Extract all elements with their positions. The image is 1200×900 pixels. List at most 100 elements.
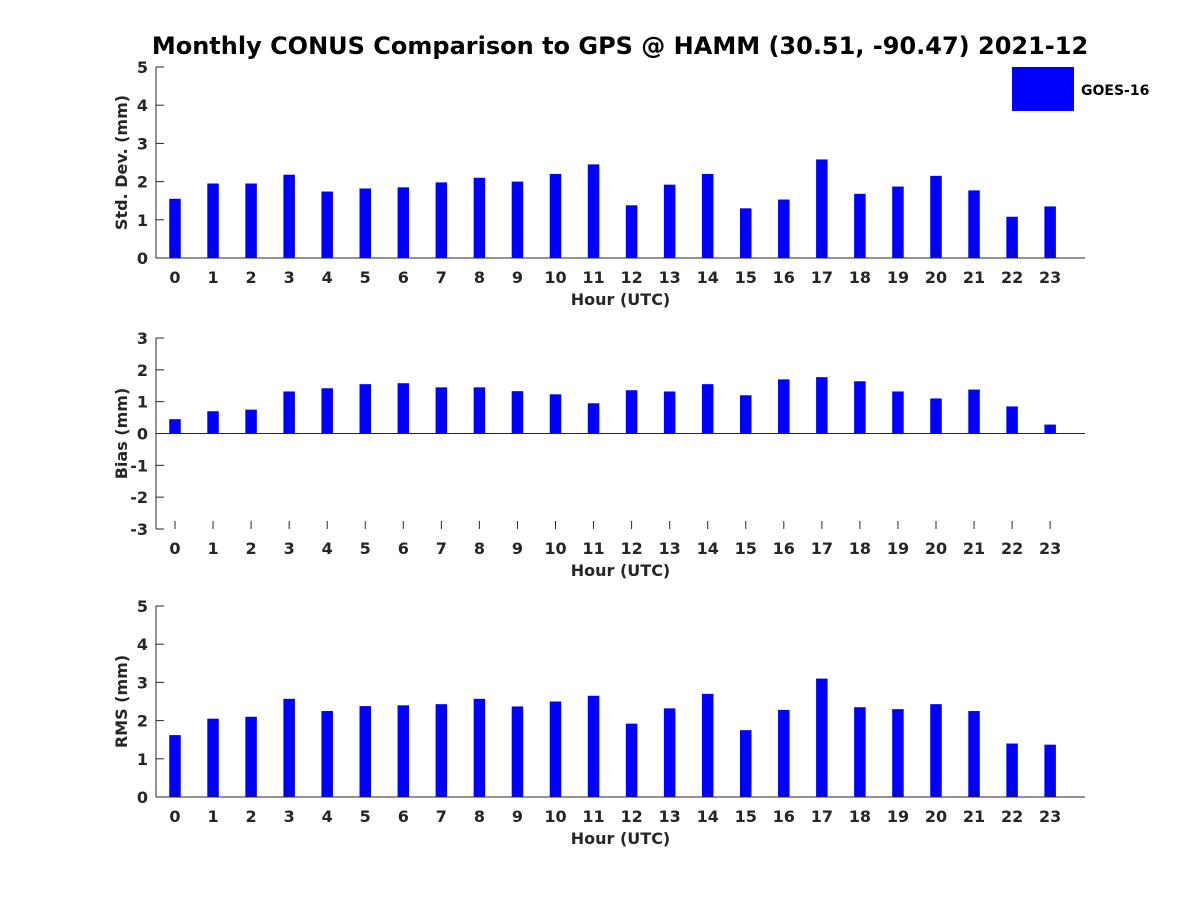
x-tick-label: 17 (811, 268, 833, 287)
bar-hour-6 (397, 187, 410, 258)
x-tick-label: 12 (620, 268, 642, 287)
bar-hour-2 (245, 183, 257, 258)
bar-hour-16 (778, 709, 790, 797)
bar-hour-22 (1006, 216, 1018, 258)
x-tick-label: 15 (735, 268, 757, 287)
bar-hour-4 (321, 388, 333, 434)
x-tick-label: 15 (735, 807, 757, 826)
bar-hour-15 (740, 208, 752, 258)
bar-hour-21 (968, 190, 980, 258)
x-tick-label: 21 (963, 539, 985, 558)
bar-hour-10 (549, 701, 562, 797)
bar-hour-19 (892, 391, 904, 434)
bar-hour-9 (511, 391, 524, 434)
x-tick-label: 23 (1039, 539, 1061, 558)
x-tick-label: 4 (322, 539, 333, 558)
x-tick-label: 0 (169, 539, 180, 558)
x-tick-label: 10 (544, 268, 566, 287)
bar-hour-6 (397, 383, 410, 434)
bar-hour-18 (854, 193, 866, 258)
bar-hour-11 (587, 403, 600, 434)
x-axis-label: Hour (UTC) (571, 561, 671, 580)
y-tick-label: 4 (137, 635, 148, 654)
bar-hour-7 (435, 182, 448, 258)
x-tick-label: 19 (887, 268, 909, 287)
x-tick-label: 2 (246, 268, 257, 287)
bar-hour-11 (587, 164, 600, 258)
x-tick-label: 2 (246, 539, 257, 558)
x-tick-label: 19 (887, 807, 909, 826)
bar-hour-8 (473, 177, 486, 258)
x-tick-label: 17 (811, 539, 833, 558)
y-tick-label: 2 (137, 712, 148, 731)
y-tick-label: 1 (137, 211, 148, 230)
bar-hour-15 (740, 395, 752, 434)
x-tick-label: 8 (474, 268, 485, 287)
bar-hour-17 (816, 678, 828, 797)
y-tick-label: 4 (137, 96, 148, 115)
bar-hour-17 (816, 159, 828, 258)
x-tick-label: 13 (659, 268, 681, 287)
bar-hour-13 (663, 184, 676, 258)
x-tick-label: 13 (659, 807, 681, 826)
bar-hour-12 (625, 205, 638, 258)
x-tick-label: 21 (963, 268, 985, 287)
bar-hour-6 (397, 705, 410, 797)
bar-hour-14 (701, 173, 714, 258)
x-tick-label: 16 (773, 539, 795, 558)
y-tick-label: 0 (137, 425, 148, 444)
bar-hour-21 (968, 711, 980, 797)
bar-hour-3 (283, 174, 295, 258)
x-tick-label: 22 (1001, 807, 1023, 826)
bar-hour-4 (321, 191, 333, 258)
bar-hour-17 (816, 377, 828, 434)
bar-hour-14 (701, 693, 714, 797)
bar-hour-20 (930, 175, 942, 258)
x-tick-label: 5 (360, 807, 371, 826)
bar-hour-9 (511, 181, 524, 258)
bar-hour-8 (473, 698, 486, 797)
bar-hour-10 (549, 173, 562, 258)
bar-hour-19 (892, 186, 904, 258)
x-tick-label: 10 (544, 807, 566, 826)
bar-hour-22 (1006, 406, 1018, 434)
bar-hour-3 (283, 698, 295, 797)
y-tick-label: 5 (137, 597, 148, 616)
x-tick-label: 18 (849, 268, 871, 287)
y-tick-label: 5 (137, 58, 148, 77)
x-tick-label: 9 (512, 539, 523, 558)
bar-hour-16 (778, 199, 790, 258)
x-tick-label: 7 (436, 539, 447, 558)
x-tick-label: 16 (773, 268, 795, 287)
x-tick-label: 23 (1039, 268, 1061, 287)
bar-hour-19 (892, 709, 904, 797)
x-tick-label: 6 (398, 268, 409, 287)
bar-hour-2 (245, 409, 257, 434)
x-tick-label: 15 (735, 539, 757, 558)
x-tick-label: 4 (322, 807, 333, 826)
bar-hour-13 (663, 708, 676, 797)
x-tick-label: 20 (925, 539, 947, 558)
x-tick-label: 3 (284, 539, 295, 558)
y-axis-label: RMS (mm) (112, 655, 131, 748)
bar-hour-3 (283, 391, 295, 434)
x-tick-label: 19 (887, 539, 909, 558)
x-tick-label: 12 (620, 539, 642, 558)
x-tick-label: 20 (925, 268, 947, 287)
x-tick-label: 1 (207, 539, 218, 558)
bar-hour-0 (169, 735, 181, 797)
bar-hour-1 (207, 411, 219, 434)
bar-hour-7 (435, 704, 448, 797)
y-tick-label: 3 (137, 134, 148, 153)
y-tick-label: -1 (130, 456, 148, 475)
x-tick-label: 13 (659, 539, 681, 558)
x-tick-label: 10 (544, 539, 566, 558)
bar-hour-16 (778, 379, 790, 434)
bar-hour-23 (1044, 206, 1056, 258)
x-tick-label: 22 (1001, 268, 1023, 287)
x-tick-label: 14 (697, 268, 719, 287)
bar-hour-1 (207, 718, 219, 797)
bar-hour-4 (321, 711, 333, 797)
